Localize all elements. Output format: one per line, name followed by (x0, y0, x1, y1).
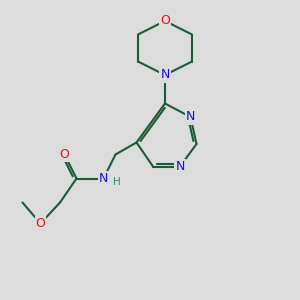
Text: N: N (99, 172, 108, 185)
Text: O: O (160, 14, 170, 28)
Text: O: O (36, 217, 45, 230)
Text: N: N (175, 160, 185, 173)
Text: N: N (186, 110, 195, 124)
Text: H: H (113, 177, 121, 187)
Text: O: O (60, 148, 69, 161)
Text: N: N (160, 68, 170, 82)
